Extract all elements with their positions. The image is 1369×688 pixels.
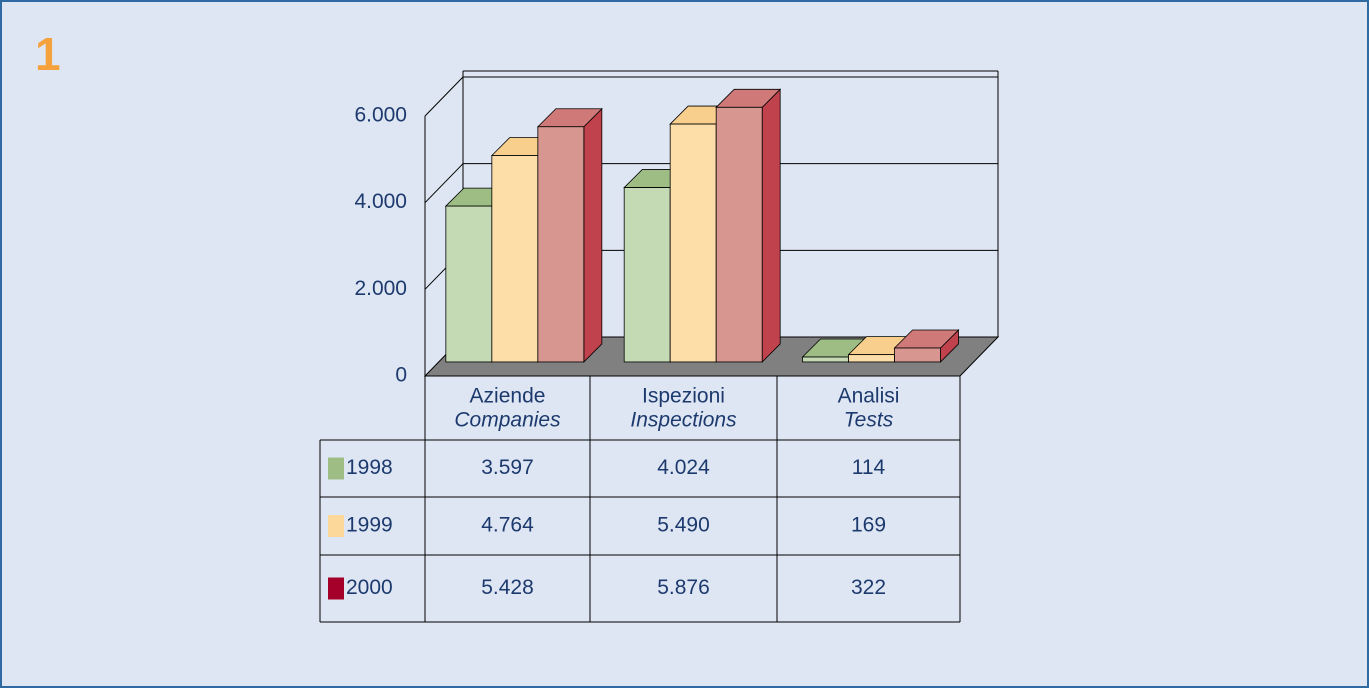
bar-front bbox=[669, 123, 717, 363]
bar-side bbox=[583, 107, 603, 363]
table-value: 5.490 bbox=[657, 514, 710, 537]
legend-label: 2000 bbox=[346, 576, 393, 599]
table-value: 5.428 bbox=[481, 576, 534, 599]
category-label: Aziende bbox=[470, 385, 546, 408]
y-tick-label: 6.000 bbox=[354, 104, 407, 127]
table-value: 322 bbox=[851, 576, 886, 599]
table-value: 114 bbox=[852, 456, 886, 479]
bar-front bbox=[623, 187, 671, 363]
category-label-en: Tests bbox=[844, 409, 894, 432]
table-value: 169 bbox=[851, 514, 886, 537]
legend-swatch bbox=[328, 515, 344, 537]
legend-swatch bbox=[328, 577, 344, 600]
bar-front bbox=[848, 354, 895, 363]
bar bbox=[715, 88, 782, 363]
table-value: 3.597 bbox=[481, 456, 534, 479]
bar-front bbox=[894, 347, 941, 363]
table-value: 5.876 bbox=[657, 576, 710, 599]
bar-front bbox=[491, 155, 539, 363]
grid-line bbox=[424, 76, 464, 117]
legend-swatch bbox=[328, 457, 344, 480]
bar bbox=[536, 107, 603, 363]
chart-number: 1 bbox=[35, 28, 61, 80]
legend-label: 1998 bbox=[346, 456, 393, 479]
category-label: Ispezioni bbox=[642, 385, 725, 408]
category-label-en: Inspections bbox=[630, 409, 737, 432]
legend-label: 1999 bbox=[346, 514, 393, 537]
table-value: 4.024 bbox=[657, 456, 710, 479]
category-label-en: Companies bbox=[454, 409, 561, 432]
category-label: Analisi bbox=[838, 385, 900, 408]
y-tick-label: 0 bbox=[395, 364, 407, 387]
bar-front bbox=[445, 205, 493, 363]
y-tick-label: 2.000 bbox=[354, 277, 407, 300]
table-value: 4.764 bbox=[481, 514, 534, 537]
bar-side bbox=[761, 88, 781, 363]
bar-front bbox=[802, 356, 849, 363]
bar-front bbox=[715, 106, 763, 363]
y-tick-label: 4.000 bbox=[354, 190, 407, 213]
bar bbox=[893, 329, 960, 363]
grid-line bbox=[424, 163, 464, 204]
bar-front bbox=[537, 126, 585, 363]
